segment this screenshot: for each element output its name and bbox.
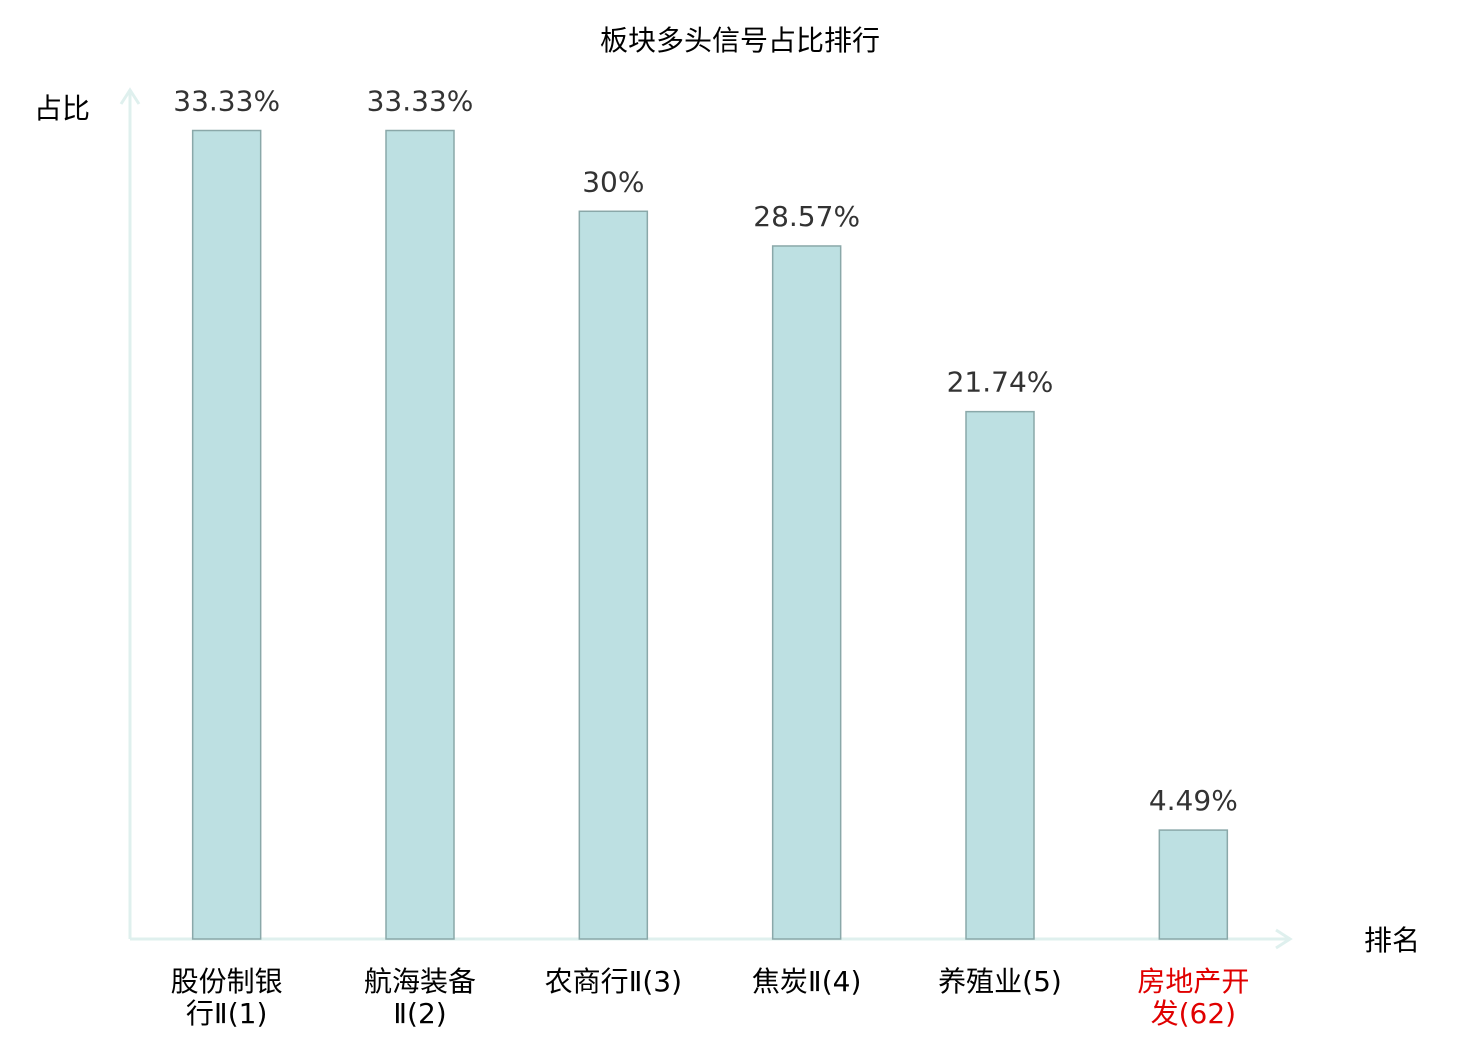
chart-title: 板块多头信号占比排行 <box>600 24 880 57</box>
x-axis-arrow <box>1275 928 1293 950</box>
value-label: 30% <box>582 165 644 198</box>
bar <box>385 129 455 940</box>
value-label: 21.74% <box>947 366 1054 399</box>
bar <box>965 410 1035 940</box>
y-axis-label: 占比 <box>34 92 90 125</box>
x-axis-label: 排名 <box>1364 924 1420 957</box>
value-label: 33.33% <box>173 85 280 118</box>
bar <box>578 210 649 940</box>
x-tick-label: 农商行Ⅱ(3) <box>544 965 683 998</box>
x-tick-label: 养殖业(5) <box>938 965 1062 998</box>
y-axis-arrow <box>119 87 141 105</box>
value-label: 28.57% <box>753 200 860 233</box>
x-tick-label: 焦炭Ⅱ(4) <box>751 965 862 998</box>
value-label: 33.33% <box>367 85 474 118</box>
x-tick-label: 房地产开 发(62) <box>1137 965 1250 1030</box>
bar <box>771 245 842 940</box>
bar <box>191 129 262 940</box>
bar <box>1158 829 1229 940</box>
x-tick-label: 航海装备 Ⅱ(2) <box>363 965 476 1030</box>
x-tick-label: 股份制银 行Ⅱ(1) <box>170 965 283 1030</box>
value-label: 4.49% <box>1149 784 1238 817</box>
